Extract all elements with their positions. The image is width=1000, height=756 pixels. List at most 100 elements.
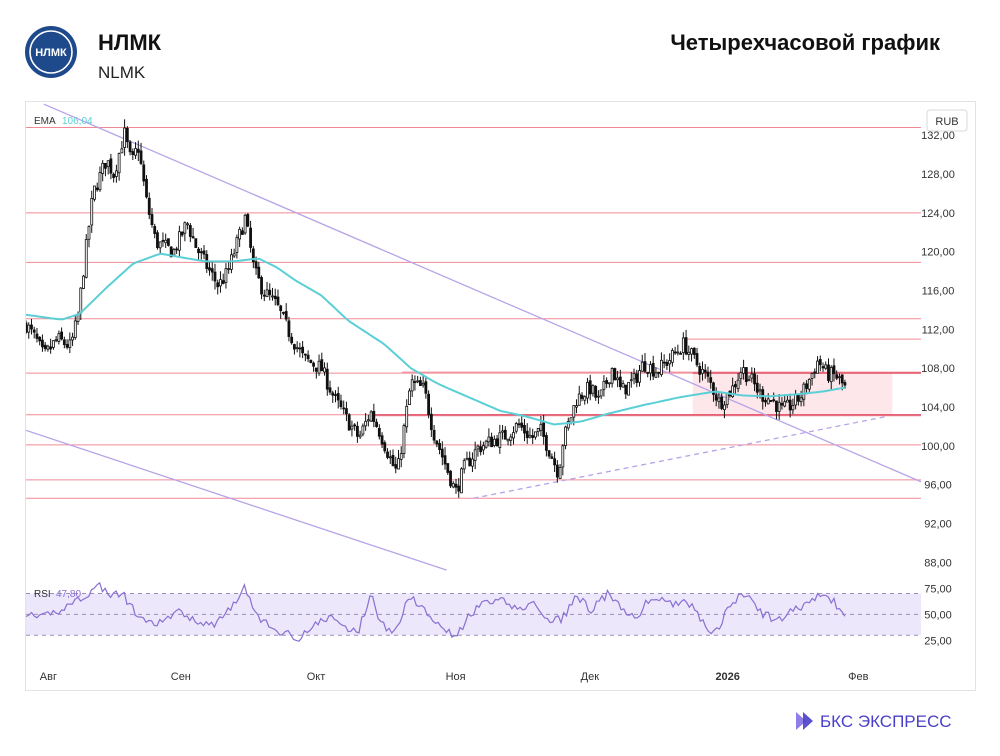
candle [723, 401, 726, 419]
time-axis[interactable]: Авг Сен Окт Ноя Дек 2026 Фев [40, 671, 869, 683]
candle-body [810, 373, 814, 379]
candle [613, 367, 617, 381]
candle [714, 387, 718, 407]
candle-body [465, 458, 469, 461]
candle [246, 212, 250, 228]
candle-body [583, 396, 587, 401]
candle [443, 447, 447, 470]
candle-body [30, 324, 33, 330]
candle [260, 275, 263, 300]
currency-badge[interactable] [926, 109, 968, 132]
candle [807, 378, 811, 393]
price-axis[interactable]: 132,00 128,00 124,00 120,00 116,00 112,00 108,… [921, 130, 955, 647]
candle-body [640, 361, 644, 372]
ema-layer [26, 252, 846, 426]
candle [257, 261, 261, 279]
candle-body [471, 458, 474, 467]
candle-body [777, 401, 781, 412]
candle-body [232, 253, 236, 257]
candle [558, 464, 562, 479]
candle [210, 261, 214, 281]
rsi-layer [26, 581, 921, 642]
candle-body [172, 249, 176, 256]
candle-body [287, 320, 291, 337]
price-tick-label: 124,00 [921, 208, 955, 220]
candle-body [599, 389, 603, 397]
candle [413, 375, 417, 391]
candle-body [238, 228, 242, 240]
candle-body [747, 379, 751, 382]
candle [843, 379, 847, 389]
candle [772, 392, 776, 403]
candle [136, 140, 140, 162]
candle [145, 175, 148, 199]
candle-body [818, 359, 822, 366]
candle-body [750, 373, 754, 379]
candle-body [175, 248, 179, 251]
price-tick-label: 108,00 [921, 363, 955, 375]
price-chart[interactable]: 132,00 128,00 124,00 120,00 116,00 112,00 108,… [26, 102, 975, 690]
candle-body [265, 289, 269, 298]
candle-body [544, 435, 548, 451]
candle-body [736, 379, 740, 389]
candle-body [536, 428, 540, 433]
candle-body [57, 333, 61, 342]
candle [199, 247, 203, 260]
candle-body [320, 359, 324, 372]
candle-body [591, 385, 595, 394]
candle [638, 364, 641, 387]
rsi-line [26, 581, 846, 642]
candle [418, 376, 422, 386]
candle [786, 395, 789, 403]
candle [306, 350, 310, 363]
candle-body [531, 435, 535, 438]
price-tick-label: 132,00 [921, 130, 955, 142]
candle-body [112, 173, 116, 178]
candle [350, 420, 354, 437]
candle-body [588, 380, 592, 395]
candle-body [90, 198, 94, 226]
candle-body [87, 226, 91, 240]
candle-body [391, 455, 395, 466]
candle-body [709, 377, 713, 383]
ema-line [26, 252, 846, 426]
candle-body [416, 380, 420, 383]
candle-body [79, 287, 83, 314]
candle [547, 450, 551, 459]
candle-body [597, 395, 600, 398]
candle-body [38, 336, 42, 342]
candle [43, 341, 47, 352]
candle [372, 403, 376, 428]
candle-body [51, 340, 55, 348]
candle-body [668, 360, 672, 365]
candle-body [547, 450, 551, 457]
candle [810, 372, 814, 386]
price-tick-label: 112,00 [922, 324, 955, 336]
candle-body [188, 225, 192, 237]
candle-body [698, 365, 702, 375]
candle-body [807, 378, 811, 390]
candle-body [418, 380, 422, 386]
candle-body [607, 382, 611, 385]
candle [356, 421, 359, 443]
candle [273, 288, 277, 306]
time-tick-label: Ноя [446, 671, 466, 683]
candle [750, 367, 754, 383]
candle [602, 375, 606, 397]
candle-body [816, 360, 819, 374]
candle [824, 361, 828, 371]
candle-body [402, 425, 406, 454]
candle [377, 424, 381, 440]
candle [580, 392, 584, 402]
candle [361, 423, 365, 437]
candle-body [712, 382, 715, 395]
candle-body [660, 359, 663, 376]
chart-panel[interactable]: 132,00 128,00 124,00 120,00 116,00 112,00 108,… [25, 101, 976, 691]
candle [90, 190, 94, 233]
candle-body [605, 380, 609, 384]
candle [177, 225, 181, 257]
candle-body [534, 431, 537, 438]
candle-body [649, 364, 652, 374]
candle-body [629, 379, 633, 382]
candle [175, 246, 179, 254]
